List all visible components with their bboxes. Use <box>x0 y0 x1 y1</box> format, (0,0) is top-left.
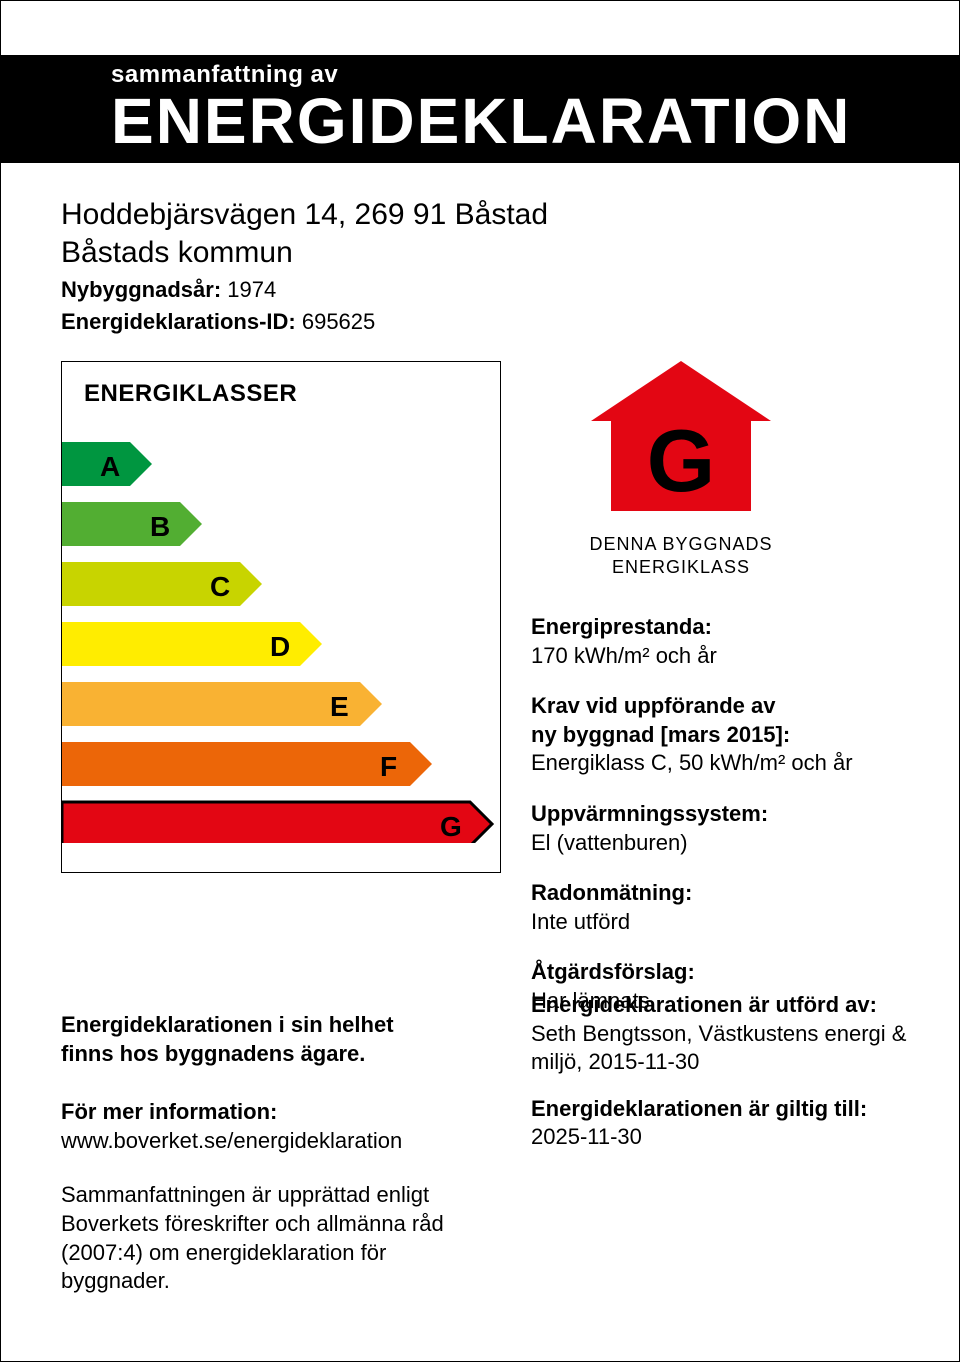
req-label-line-1: Krav vid uppförande av <box>531 692 921 721</box>
radon-label: Radonmätning: <box>531 879 921 908</box>
declaration-id-label: Energideklarations-ID: <box>61 309 296 334</box>
details-panel: Energiprestanda: 170 kWh/m² och år Krav … <box>531 613 921 1038</box>
owner-notice-line-2: finns hos byggnadens ägare. <box>61 1040 481 1069</box>
energy-class-row-b: B <box>62 502 500 558</box>
heating-system: Uppvärmningssystem: El (vattenburen) <box>531 800 921 857</box>
new-building-requirement: Krav vid uppförande av ny byggnad [mars … <box>531 692 921 778</box>
build-year: Nybyggnadsår: 1974 <box>61 277 548 303</box>
legal-notice: Sammanfattningen är upprättad enligt Bov… <box>61 1181 481 1295</box>
more-info-label: För mer information: <box>61 1098 481 1127</box>
energy-class-arrows: AB C D EF G <box>62 442 500 862</box>
energy-class-label-d: D <box>270 631 290 663</box>
energy-class-row-d: D <box>62 622 500 678</box>
header-title: ENERGIDEKLARATION <box>111 89 959 153</box>
energy-class-label-f: F <box>380 751 397 783</box>
header-band: sammanfattning av ENERGIDEKLARATION <box>1 55 959 163</box>
performed-by: Energideklarationen är utförd av: Seth B… <box>531 991 931 1077</box>
energy-class-chart: ENERGIKLASSER AB C D EF G <box>61 361 501 873</box>
energy-class-label-e: E <box>330 691 349 723</box>
actions-label: Åtgärdsförslag: <box>531 958 921 987</box>
build-year-label: Nybyggnadsår: <box>61 277 221 302</box>
req-label-line-2: ny byggnad [mars 2015]: <box>531 721 921 750</box>
footer-right: Energideklarationen är utförd av: Seth B… <box>531 991 931 1170</box>
declaration-id: Energideklarations-ID: 695625 <box>61 309 548 335</box>
valid-until-label: Energideklarationen är giltig till: <box>531 1095 931 1124</box>
req-value: Energiklass C, 50 kWh/m² och år <box>531 749 921 778</box>
address-line-1: Hoddebjärsvägen 14, 269 91 Båstad <box>61 196 548 234</box>
energy-class-label-c: C <box>210 571 230 603</box>
performed-by-label: Energideklarationen är utförd av: <box>531 991 931 1020</box>
address-line-2: Båstads kommun <box>61 234 548 272</box>
build-year-value: 1974 <box>227 277 276 302</box>
house-caption-line-1: DENNA BYGGNADS <box>581 533 781 556</box>
arrow-f-icon <box>62 742 432 786</box>
more-info: För mer information: www.boverket.se/ene… <box>61 1098 481 1155</box>
heating-label: Uppvärmningssystem: <box>531 800 921 829</box>
radon-value: Inte utförd <box>531 908 921 937</box>
energy-performance-value: 170 kWh/m² och år <box>531 642 921 671</box>
house-icon: G <box>586 361 776 521</box>
heating-value: El (vattenburen) <box>531 829 921 858</box>
energy-performance: Energiprestanda: 170 kWh/m² och år <box>531 613 921 670</box>
energy-class-row-g: G <box>62 802 500 858</box>
arrow-b-icon <box>62 502 202 546</box>
energy-class-label-b: B <box>150 511 170 543</box>
page: sammanfattning av ENERGIDEKLARATION Hodd… <box>0 0 960 1362</box>
radon-measurement: Radonmätning: Inte utförd <box>531 879 921 936</box>
property-info: Hoddebjärsvägen 14, 269 91 Båstad Båstad… <box>61 196 548 335</box>
house-caption: DENNA BYGGNADS ENERGIKLASS <box>581 533 781 578</box>
svg-text:G: G <box>647 411 715 510</box>
house-badge: G DENNA BYGGNADS ENERGIKLASS <box>581 361 781 578</box>
performed-by-value: Seth Bengtsson, Västkustens energi & mil… <box>531 1020 931 1077</box>
footer-left: Energideklarationen i sin helhet finns h… <box>61 1011 481 1296</box>
energy-class-row-e: E <box>62 682 500 738</box>
declaration-id-value: 695625 <box>302 309 375 334</box>
energy-class-label-g: G <box>440 811 462 843</box>
energy-class-label-a: A <box>100 451 120 483</box>
more-info-url: www.boverket.se/energideklaration <box>61 1128 402 1153</box>
arrow-c-icon <box>62 562 262 606</box>
energy-class-row-a: A <box>62 442 500 498</box>
chart-title: ENERGIKLASSER <box>62 380 500 408</box>
energy-class-row-f: F <box>62 742 500 798</box>
owner-notice: Energideklarationen i sin helhet finns h… <box>61 1011 481 1068</box>
energy-performance-label: Energiprestanda: <box>531 613 921 642</box>
owner-notice-line-1: Energideklarationen i sin helhet <box>61 1011 481 1040</box>
valid-until: Energideklarationen är giltig till: 2025… <box>531 1095 931 1152</box>
house-caption-line-2: ENERGIKLASS <box>581 556 781 579</box>
energy-class-row-c: C <box>62 562 500 618</box>
valid-until-value: 2025-11-30 <box>531 1123 931 1152</box>
arrow-g-icon <box>62 799 495 843</box>
